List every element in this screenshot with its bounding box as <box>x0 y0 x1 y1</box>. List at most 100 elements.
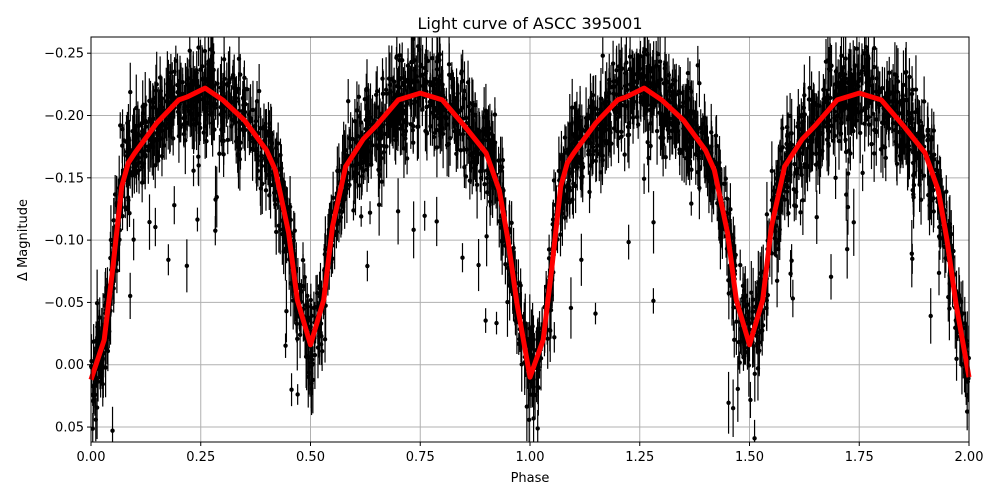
data-marker <box>845 247 849 251</box>
data-marker <box>274 230 278 234</box>
data-marker <box>154 88 158 92</box>
data-marker <box>884 156 888 160</box>
data-marker <box>422 214 426 218</box>
data-marker <box>815 215 819 219</box>
data-marker <box>883 115 887 119</box>
data-marker <box>158 75 162 79</box>
data-marker <box>862 121 866 125</box>
data-marker <box>663 66 667 70</box>
observation-point <box>283 333 287 358</box>
observation-point <box>714 116 718 154</box>
observation-point <box>587 171 591 213</box>
data-marker <box>642 177 646 181</box>
data-marker <box>409 86 413 90</box>
data-marker <box>722 182 726 186</box>
data-marker <box>569 306 573 310</box>
observation-point <box>845 220 849 279</box>
data-marker <box>153 225 157 229</box>
data-marker <box>468 178 472 182</box>
observation-point <box>476 239 480 291</box>
data-marker <box>879 147 883 151</box>
observation-point <box>289 373 293 406</box>
data-marker <box>403 81 407 85</box>
data-marker <box>289 387 293 391</box>
data-marker <box>461 132 465 136</box>
data-marker <box>494 321 498 325</box>
data-marker <box>752 436 756 440</box>
data-marker <box>323 337 327 341</box>
data-marker <box>172 203 176 207</box>
data-marker <box>587 190 591 194</box>
data-marker <box>95 301 99 305</box>
data-marker <box>226 138 230 142</box>
data-marker <box>412 101 416 105</box>
observation-point <box>483 308 487 333</box>
data-marker <box>765 212 769 216</box>
data-marker <box>392 79 396 83</box>
data-marker <box>839 54 843 58</box>
data-marker <box>377 203 381 207</box>
data-marker <box>217 152 221 156</box>
data-marker <box>128 294 132 298</box>
observation-point <box>131 219 135 261</box>
data-marker <box>726 401 730 405</box>
data-marker <box>131 237 135 241</box>
observation-point <box>494 312 498 335</box>
data-marker <box>833 176 837 180</box>
data-marker <box>947 225 951 229</box>
data-marker <box>831 138 835 142</box>
data-marker <box>384 88 388 92</box>
data-marker <box>547 247 551 251</box>
data-marker <box>887 71 891 75</box>
data-marker <box>484 234 488 238</box>
data-marker <box>772 189 776 193</box>
data-marker <box>732 338 736 342</box>
data-marker <box>505 300 509 304</box>
data-marker <box>860 171 864 175</box>
data-marker <box>527 418 531 422</box>
observation-point <box>852 189 856 256</box>
data-marker <box>929 314 933 318</box>
data-marker <box>483 318 487 322</box>
data-marker <box>696 63 700 67</box>
data-marker <box>118 123 122 127</box>
observation-point <box>128 273 132 319</box>
data-marker <box>725 197 729 201</box>
observation-point <box>226 126 230 155</box>
data-marker <box>852 220 856 224</box>
data-marker <box>714 133 718 137</box>
observation-point <box>422 201 426 231</box>
data-marker <box>298 333 302 337</box>
data-marker <box>937 271 941 275</box>
data-marker <box>828 96 832 100</box>
data-marker <box>195 217 199 221</box>
observation-point <box>484 206 488 266</box>
observation-point <box>110 407 114 442</box>
data-marker <box>954 357 958 361</box>
observation-point <box>569 277 573 338</box>
data-marker <box>493 112 497 116</box>
data-marker <box>95 325 99 329</box>
observation-point <box>642 164 646 194</box>
data-marker <box>384 144 388 148</box>
observation-point <box>689 192 693 216</box>
data-marker <box>482 182 486 186</box>
data-marker <box>869 142 873 146</box>
data-marker <box>922 99 926 103</box>
data-marker <box>872 46 876 50</box>
data-marker <box>368 211 372 215</box>
data-marker <box>363 97 367 101</box>
data-marker <box>530 324 534 328</box>
observation-point <box>752 420 756 442</box>
observation-point <box>929 288 933 344</box>
observation-point <box>195 208 199 232</box>
data-marker <box>862 51 866 55</box>
data-marker <box>613 110 617 114</box>
data-marker <box>878 87 882 91</box>
data-marker <box>689 201 693 205</box>
data-marker <box>120 143 124 147</box>
observation-point <box>791 280 795 318</box>
observation-point <box>937 251 941 296</box>
data-marker <box>283 343 287 347</box>
data-marker <box>794 190 798 194</box>
